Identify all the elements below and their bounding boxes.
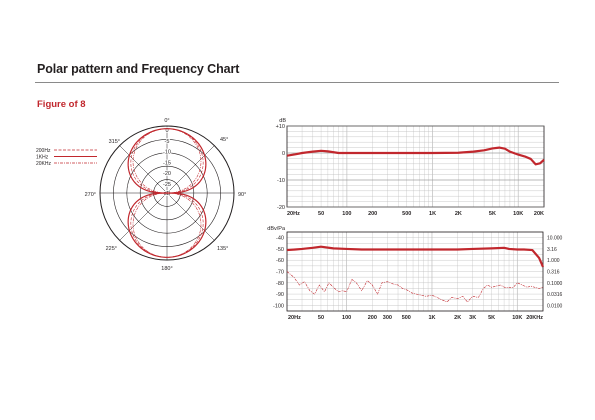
sens-y-tick-label: -90: [276, 292, 284, 298]
sens-y2-tick-label: 3.16: [547, 247, 557, 253]
freq-x-tick-label: 2K: [455, 211, 462, 217]
sens-y2-tick-label: 1.000: [547, 258, 560, 264]
sens-y2-tick-label: 0.1000: [547, 281, 563, 287]
sens-y2-tick-label: 0.0100: [547, 303, 563, 309]
freq-frame: [286, 125, 545, 208]
freq-y-axis-title: dB: [279, 118, 286, 124]
polar-legend-label: 200Hz: [36, 148, 51, 154]
freq-x-tick-label: 100: [342, 211, 351, 217]
polar-curve-1khz: [127, 128, 207, 258]
sens-x-tick-label: 20KHz: [526, 315, 543, 321]
sens-y-axis-title: dBv/Pa: [267, 226, 286, 232]
polar-angle-label: 225°: [106, 246, 117, 252]
sens-y-tick-label: -50: [276, 247, 284, 253]
polar-db-label: 0: [165, 128, 168, 134]
sens-y2-tick-label: 10.000: [547, 236, 563, 242]
polar-angle-label: 90°: [238, 192, 246, 198]
sens-y-tick-label: -100: [273, 303, 284, 309]
freq-x-tick-label: 10K: [513, 211, 523, 217]
freq-x-tick-label: 20Hz: [287, 211, 300, 217]
sens-y2-tick-label: 0.316: [547, 270, 560, 276]
sens-x-tick-label: 100: [342, 315, 351, 321]
sens-x-tick-label: 20Hz: [288, 315, 301, 321]
polar-grid-ring: [99, 125, 235, 261]
polar-legend-label: 20KHz: [36, 161, 52, 167]
sens-secondary-line: [286, 271, 544, 303]
sens-x-tick-label: 50: [318, 315, 324, 321]
polar-grid-spoke: [119, 145, 168, 194]
polar-db-label: -15: [163, 160, 171, 166]
polar-db-label: -20: [163, 171, 171, 177]
page-title: Polar pattern and Frequency Chart: [37, 62, 240, 76]
sens-x-tick-label: 500: [402, 315, 411, 321]
polar-grid-ring: [126, 152, 208, 234]
freq-x-tick-label: 200: [368, 211, 377, 217]
sens-sensitivity-line: [286, 245, 545, 268]
polar-db-label: -25: [163, 182, 171, 188]
polar-grid-spoke: [119, 192, 168, 241]
freq-x-tick-label: 5K: [489, 211, 496, 217]
sens-x-tick-label: 10K: [512, 315, 522, 321]
freq-y-tick-label: 0: [282, 151, 285, 157]
polar-legend-label: 1KHz: [36, 154, 49, 160]
polar-angle-label: 315°: [109, 139, 120, 145]
freq-y-tick-label: -10: [277, 178, 285, 184]
sens-x-tick-label: 200: [368, 315, 377, 321]
polar-angle-label: 0°: [164, 118, 169, 124]
polar-grid-spoke: [166, 145, 215, 194]
sens-x-tick-label: 3K: [469, 315, 476, 321]
figure-subtitle: Figure of 8: [37, 99, 86, 110]
polar-grid-ring: [139, 165, 195, 221]
polar-angle-label: 180°: [161, 266, 172, 272]
sens-x-tick-label: 1K: [428, 315, 435, 321]
polar-db-label: -5: [165, 139, 170, 145]
freq-x-tick-label: 20K: [534, 211, 544, 217]
sens-x-tick-label: 2K: [454, 315, 461, 321]
polar-grid-ring: [153, 179, 181, 207]
polar-angle-label: 45°: [220, 137, 228, 143]
polar-curve-20khz: [132, 128, 202, 258]
polar-angle-label: 135°: [217, 246, 228, 252]
polar-db-label: dB: [164, 191, 171, 197]
sens-frame: [286, 231, 544, 312]
freq-x-tick-label: 1K: [429, 211, 436, 217]
freq-response-line: [286, 146, 545, 166]
polar-grid-ring: [113, 139, 221, 247]
polar-angle-label: 270°: [85, 192, 96, 198]
sens-y-tick-label: -70: [276, 270, 284, 276]
sens-y-tick-label: -60: [276, 258, 284, 264]
freq-x-tick-label: 500: [402, 211, 411, 217]
polar-curve-200hz: [130, 128, 204, 258]
sens-x-tick-label: 5K: [488, 315, 495, 321]
freq-x-tick-label: 50: [318, 211, 324, 217]
sens-y-tick-label: -40: [276, 236, 284, 242]
freq-y-tick-label: -20: [277, 205, 285, 211]
freq-y-tick-label: +10: [276, 124, 285, 130]
polar-grid-spoke: [166, 192, 215, 241]
sens-y-tick-label: -80: [276, 281, 284, 287]
sens-y2-tick-label: 0.0316: [547, 292, 563, 298]
title-divider: [35, 82, 559, 83]
sens-x-tick-label: 300: [383, 315, 392, 321]
polar-db-label: -10: [163, 150, 171, 156]
